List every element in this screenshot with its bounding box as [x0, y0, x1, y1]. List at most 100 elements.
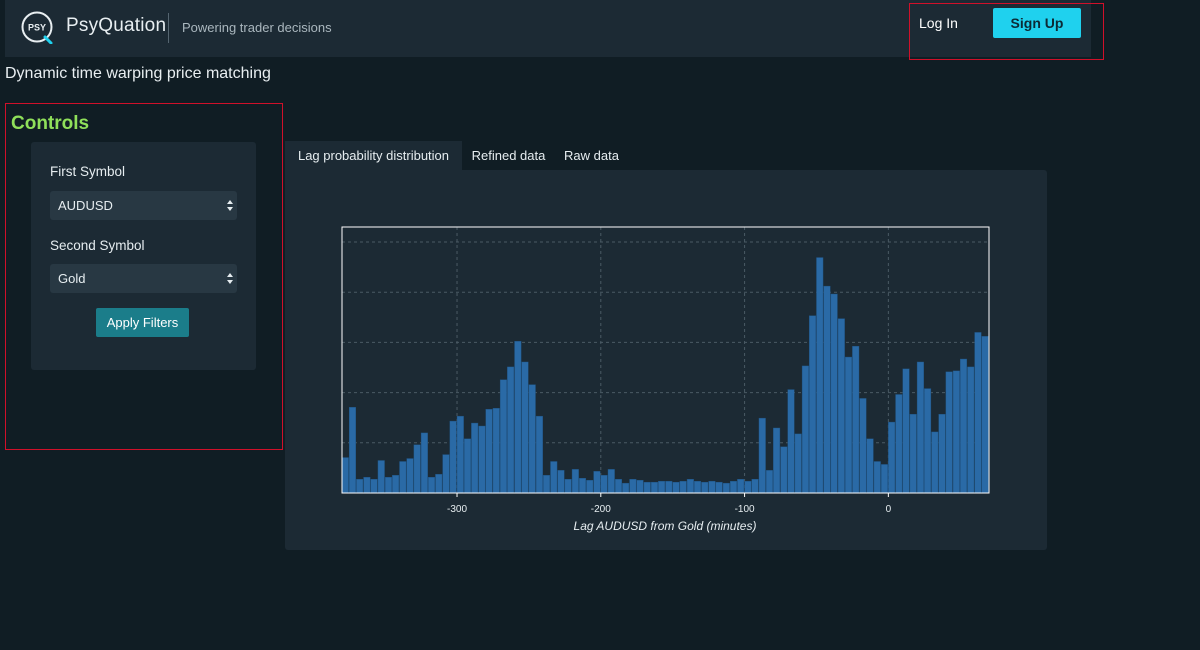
first-symbol-select[interactable]: AUDUSD: [50, 191, 237, 220]
histogram-bar[interactable]: [880, 464, 888, 494]
histogram-bar[interactable]: [406, 458, 414, 494]
apply-filters-button[interactable]: Apply Filters: [96, 308, 189, 337]
histogram-bar[interactable]: [837, 318, 845, 494]
histogram-bar[interactable]: [507, 366, 515, 494]
histogram-bar[interactable]: [600, 475, 608, 494]
histogram-bar[interactable]: [550, 461, 558, 494]
histogram-bar[interactable]: [773, 427, 781, 494]
login-link[interactable]: Log In: [919, 15, 958, 31]
tab-refined-data[interactable]: Refined data: [471, 148, 546, 163]
histogram-bar[interactable]: [801, 365, 809, 494]
histogram-bar[interactable]: [722, 482, 730, 494]
histogram-bar[interactable]: [952, 370, 960, 494]
histogram-bar[interactable]: [392, 475, 400, 494]
histogram-bar[interactable]: [521, 361, 529, 494]
histogram-bar[interactable]: [679, 480, 687, 494]
histogram-bar[interactable]: [823, 285, 831, 494]
histogram-bar[interactable]: [794, 433, 802, 494]
psyquation-logo-icon[interactable]: PSY: [20, 10, 54, 44]
histogram-bar[interactable]: [449, 420, 457, 494]
histogram-bar[interactable]: [636, 479, 644, 494]
histogram-bar[interactable]: [622, 482, 630, 494]
histogram-bar[interactable]: [348, 407, 356, 494]
histogram-bar[interactable]: [363, 477, 371, 494]
histogram-bar[interactable]: [528, 384, 536, 494]
histogram-bar[interactable]: [931, 431, 939, 494]
histogram-bar[interactable]: [614, 479, 622, 494]
histogram-bar[interactable]: [356, 479, 364, 494]
histogram-bar[interactable]: [377, 460, 385, 494]
histogram-bar[interactable]: [593, 471, 601, 494]
histogram-bar[interactable]: [535, 415, 543, 494]
histogram-bar[interactable]: [730, 480, 737, 494]
tab-raw-data[interactable]: Raw data: [564, 148, 619, 163]
histogram-bar[interactable]: [981, 336, 989, 494]
histogram-bar[interactable]: [866, 438, 874, 494]
histogram-bar[interactable]: [960, 358, 968, 494]
histogram-bar[interactable]: [650, 481, 658, 494]
histogram-bar[interactable]: [629, 479, 637, 494]
histogram-bar[interactable]: [456, 415, 464, 494]
histogram-bar[interactable]: [744, 480, 752, 494]
histogram-bar[interactable]: [694, 480, 702, 494]
histogram-bar[interactable]: [758, 417, 766, 494]
histogram-bar[interactable]: [607, 469, 615, 494]
histogram-bar[interactable]: [895, 394, 903, 494]
histogram-bar[interactable]: [420, 432, 428, 494]
histogram-bar[interactable]: [514, 341, 522, 494]
tab-lag-probability-distribution[interactable]: Lag probability distribution: [285, 141, 462, 171]
histogram-bar[interactable]: [557, 470, 565, 494]
histogram-bar[interactable]: [464, 438, 471, 494]
histogram-bar[interactable]: [435, 474, 443, 494]
histogram-bar[interactable]: [399, 461, 407, 494]
histogram-bar[interactable]: [341, 457, 349, 494]
histogram-bar[interactable]: [586, 479, 594, 494]
histogram-bar[interactable]: [499, 379, 507, 494]
histogram-bar[interactable]: [830, 293, 838, 494]
histogram-bar[interactable]: [787, 389, 795, 494]
histogram-bar[interactable]: [765, 470, 773, 494]
histogram-bar[interactable]: [708, 480, 716, 494]
histogram-bar[interactable]: [442, 454, 450, 494]
histogram-bar[interactable]: [715, 481, 723, 494]
histogram-bar[interactable]: [485, 409, 493, 494]
histogram-bar[interactable]: [737, 479, 745, 494]
histogram-bar[interactable]: [809, 315, 817, 494]
histogram-bar[interactable]: [370, 479, 378, 494]
histogram-bar[interactable]: [471, 422, 479, 494]
histogram-bar[interactable]: [845, 356, 853, 494]
histogram-bar[interactable]: [751, 479, 759, 494]
histogram-bar[interactable]: [478, 425, 486, 494]
histogram-bar[interactable]: [658, 480, 666, 494]
histogram-bar[interactable]: [974, 332, 982, 494]
histogram-bar[interactable]: [428, 477, 436, 494]
histogram-bar[interactable]: [888, 421, 896, 494]
histogram-bar[interactable]: [873, 461, 881, 494]
histogram-bar[interactable]: [859, 398, 867, 494]
histogram-bar[interactable]: [564, 479, 572, 494]
histogram-bar[interactable]: [384, 477, 392, 494]
brand-name[interactable]: PsyQuation: [66, 15, 167, 36]
histogram-bar[interactable]: [665, 480, 673, 494]
histogram-bar[interactable]: [816, 257, 824, 494]
histogram-bar[interactable]: [492, 408, 500, 494]
histogram-bar[interactable]: [643, 481, 651, 494]
histogram-bar[interactable]: [780, 446, 788, 494]
histogram-bar[interactable]: [909, 413, 917, 494]
histogram-bar[interactable]: [916, 361, 924, 494]
histogram-bar[interactable]: [945, 371, 953, 494]
histogram-bar[interactable]: [579, 478, 587, 494]
histogram-bar[interactable]: [852, 346, 860, 494]
histogram-bar[interactable]: [938, 413, 946, 494]
histogram-bar[interactable]: [924, 388, 932, 494]
histogram-bar[interactable]: [571, 469, 579, 494]
histogram-bar[interactable]: [686, 479, 694, 494]
histogram-bar[interactable]: [967, 366, 975, 494]
signup-button[interactable]: Sign Up: [993, 8, 1081, 38]
histogram-bar[interactable]: [701, 481, 709, 494]
histogram-bar[interactable]: [413, 444, 421, 494]
histogram-bar[interactable]: [543, 475, 551, 494]
histogram-bar[interactable]: [672, 481, 680, 494]
second-symbol-select[interactable]: Gold: [50, 264, 237, 293]
histogram-bar[interactable]: [902, 368, 910, 494]
